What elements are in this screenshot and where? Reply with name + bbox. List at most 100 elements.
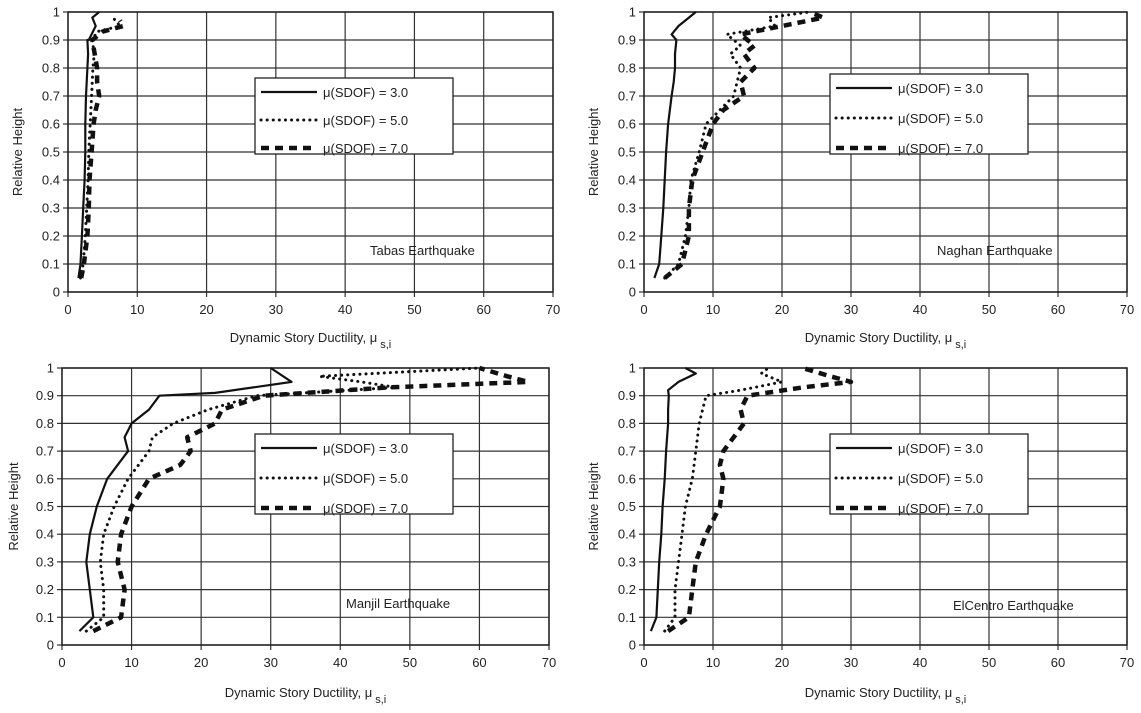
- legend: μ(SDOF) = 3.0 μ(SDOF) = 5.0 μ(SDOF) = 7.0: [254, 433, 454, 516]
- y-tick-label: 0.9: [36, 388, 54, 403]
- legend-label: μ(SDOF) = 3.0: [323, 85, 408, 100]
- y-tick-label: 0.4: [618, 527, 636, 542]
- y-tick-label: 0.6: [36, 471, 54, 486]
- series-line-dotted: [84, 366, 481, 633]
- x-tick-label: 20: [199, 302, 213, 317]
- series-line-solid: [77, 11, 100, 279]
- legend-label: μ(SDOF) = 5.0: [898, 471, 983, 486]
- x-axis-label-main: Dynamic Story Ductility, μ: [225, 685, 372, 700]
- series-line-solid: [653, 11, 697, 279]
- x-tick-label: 70: [1120, 655, 1134, 670]
- y-tick-label: 0.1: [42, 257, 60, 272]
- x-tick-label: 0: [64, 302, 71, 317]
- y-tick-label: 0.8: [36, 416, 54, 431]
- y-tick-label: 0.2: [36, 582, 54, 597]
- y-tick-label: 0: [629, 638, 636, 653]
- x-tick-label: 60: [1051, 655, 1065, 670]
- y-tick-label: 0.3: [42, 201, 60, 216]
- x-tick-label: 10: [130, 302, 144, 317]
- x-axis-label: Dynamic Story Ductility, μ s,i: [225, 685, 386, 706]
- y-axis-label: Relative Height: [586, 462, 601, 551]
- y-tick-label: 0.6: [42, 117, 60, 132]
- x-tick-label: 0: [640, 655, 647, 670]
- y-tick-label: 0.6: [618, 471, 636, 486]
- plot-border: [643, 367, 1128, 646]
- y-tick-label: 0.7: [618, 89, 636, 104]
- y-tick-label: 1: [47, 361, 54, 376]
- x-tick-label: 40: [333, 655, 347, 670]
- x-tick-label: 70: [546, 302, 560, 317]
- y-tick-label: 0.8: [618, 416, 636, 431]
- series-line-dashed: [666, 365, 854, 633]
- x-tick-label: 20: [775, 655, 789, 670]
- legend-label: μ(SDOF) = 3.0: [898, 441, 983, 456]
- series-line-dashed: [78, 19, 126, 279]
- y-tick-label: 0.8: [42, 61, 60, 76]
- x-axis-label: Dynamic Story Ductility, μ s,i: [805, 685, 966, 706]
- series-line-solid: [78, 367, 293, 632]
- y-tick-label: 0.6: [618, 117, 636, 132]
- y-tick-label: 0.5: [618, 145, 636, 160]
- plot-border: [67, 11, 554, 293]
- series-line-dashed: [92, 365, 531, 634]
- legend-label: μ(SDOF) = 7.0: [323, 501, 408, 516]
- y-tick-label: 0.9: [42, 33, 60, 48]
- x-tick-label: 30: [263, 655, 277, 670]
- x-tick-label: 10: [124, 655, 138, 670]
- x-tick-label: 10: [706, 655, 720, 670]
- x-tick-label: 30: [844, 302, 858, 317]
- legend-label: μ(SDOF) = 7.0: [898, 141, 983, 156]
- series-line-solid: [649, 367, 697, 632]
- y-axis-label: Relative Height: [10, 108, 25, 197]
- x-tick-label: 70: [542, 655, 556, 670]
- y-tick-label: 0.4: [618, 173, 636, 188]
- legend: μ(SDOF) = 3.0 μ(SDOF) = 5.0 μ(SDOF) = 7.0: [829, 73, 1029, 156]
- y-tick-label: 0.7: [618, 444, 636, 459]
- x-axis-label-main: Dynamic Story Ductility, μ: [805, 330, 952, 345]
- legend-label: μ(SDOF) = 3.0: [898, 81, 983, 96]
- legend-box: [254, 77, 454, 155]
- y-tick-label: 0.2: [42, 229, 60, 244]
- x-tick-label: 20: [775, 302, 789, 317]
- y-tick-label: 0.7: [42, 89, 60, 104]
- x-tick-label: 40: [913, 302, 927, 317]
- x-axis-label: Dynamic Story Ductility, μ s,i: [805, 330, 966, 351]
- x-axis-label-main: Dynamic Story Ductility, μ: [805, 685, 952, 700]
- y-tick-label: 0: [53, 285, 60, 300]
- legend-label: μ(SDOF) = 3.0: [323, 441, 408, 456]
- legend: μ(SDOF) = 3.0 μ(SDOF) = 5.0 μ(SDOF) = 7.0: [254, 77, 454, 156]
- x-tick-label: 30: [269, 302, 283, 317]
- y-tick-label: 0.2: [618, 582, 636, 597]
- panel-annotation: Naghan Earthquake: [937, 243, 1053, 258]
- y-tick-label: 0.3: [36, 554, 54, 569]
- x-tick-label: 50: [982, 655, 996, 670]
- x-tick-label: 0: [58, 655, 65, 670]
- series-line-dotted: [663, 366, 784, 633]
- x-tick-label: 20: [194, 655, 208, 670]
- x-tick-label: 40: [338, 302, 352, 317]
- panel-annotation: Manjil Earthquake: [346, 596, 450, 611]
- y-tick-label: 0: [47, 638, 54, 653]
- y-tick-label: 0.9: [618, 33, 636, 48]
- legend-label: μ(SDOF) = 7.0: [323, 141, 408, 156]
- x-tick-label: 50: [407, 302, 421, 317]
- y-tick-label: 1: [629, 5, 636, 20]
- x-tick-label: 60: [472, 655, 486, 670]
- legend: μ(SDOF) = 3.0 μ(SDOF) = 5.0 μ(SDOF) = 7.0: [829, 433, 1029, 516]
- y-axis-label: Relative Height: [6, 462, 21, 551]
- x-tick-label: 30: [844, 655, 858, 670]
- y-tick-label: 0.4: [36, 527, 54, 542]
- x-tick-label: 40: [913, 655, 927, 670]
- panel-annotation: ElCentro Earthquake: [953, 598, 1074, 613]
- chart-panel-2: 00.10.20.30.40.50.60.70.80.910 10 20 30 40 50…: [586, 5, 1134, 352]
- x-tick-label: 10: [706, 302, 720, 317]
- y-tick-label: 0.8: [618, 61, 636, 76]
- y-tick-label: 0.1: [618, 257, 636, 272]
- x-axis-label-subscript: s,i: [955, 694, 966, 706]
- y-tick-label: 0.5: [42, 145, 60, 160]
- x-axis-label: Dynamic Story Ductility, μ s,i: [230, 330, 391, 351]
- y-tick-label: 0.2: [618, 229, 636, 244]
- x-axis-label-subscript: s,i: [955, 339, 966, 351]
- x-axis-label-main: Dynamic Story Ductility, μ: [230, 330, 377, 345]
